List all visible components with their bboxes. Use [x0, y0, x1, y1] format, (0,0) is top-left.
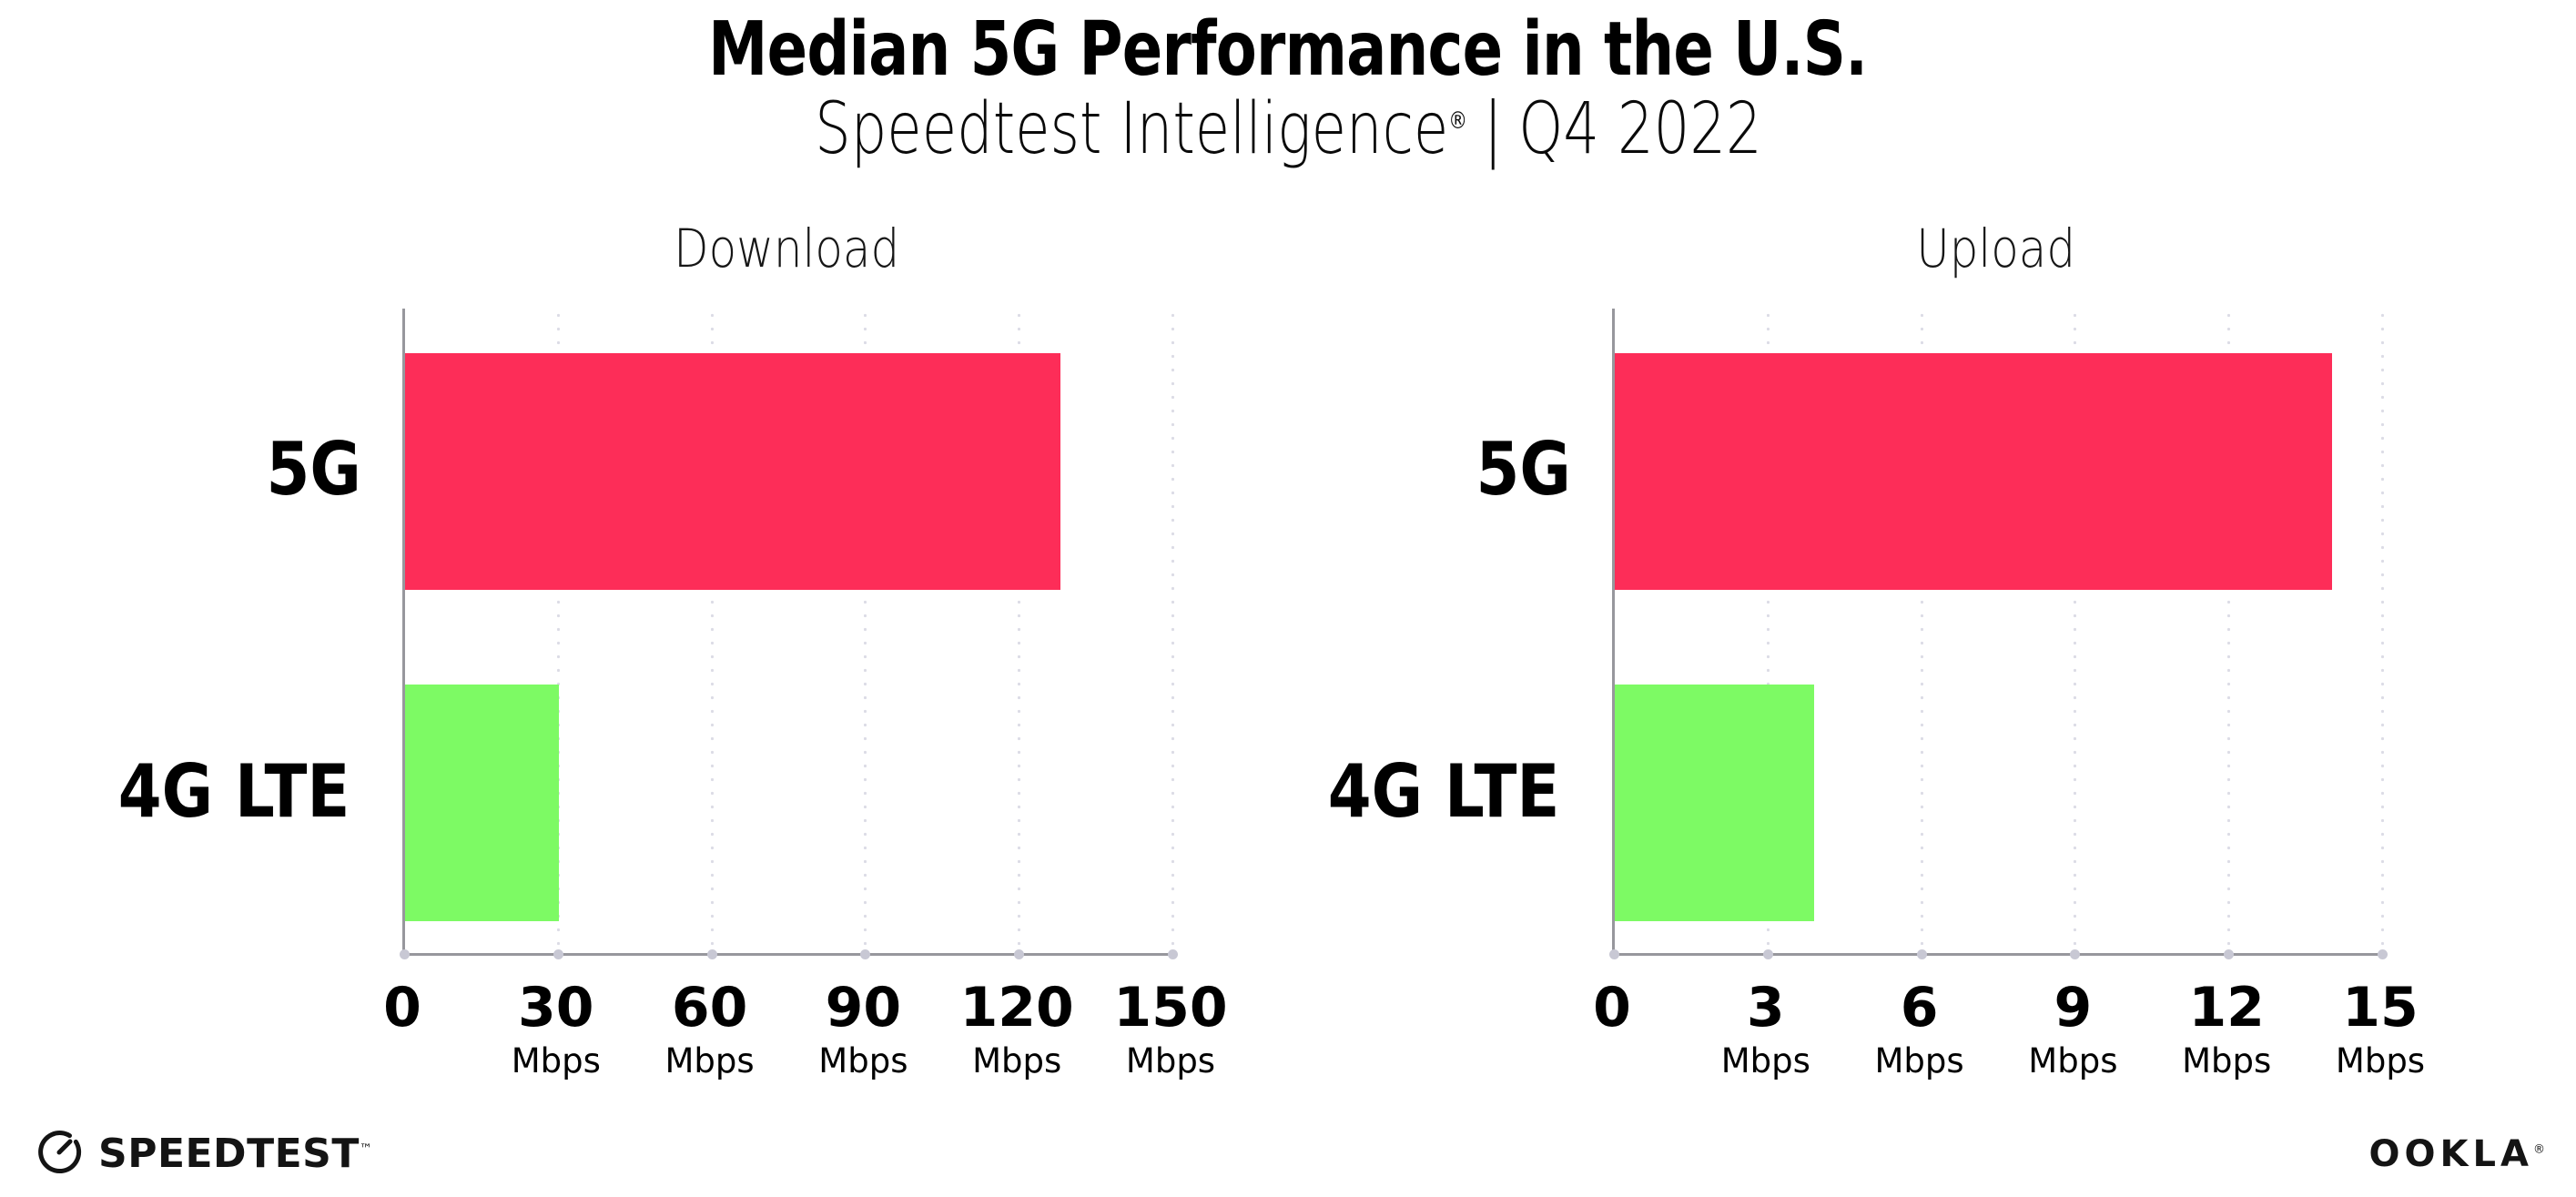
- axis-tick-dot: [1762, 949, 1773, 959]
- x-tick-value: 90: [825, 976, 902, 1040]
- subtitle-period: Q4 2022: [1517, 88, 1762, 171]
- category-label-text: 4G LTE: [1327, 749, 1560, 834]
- x-tick-unit: Mbps: [1874, 1041, 1964, 1080]
- gridline: [1171, 309, 1174, 953]
- page-title: Median 5G Performance in the U.S.: [708, 6, 1868, 93]
- axis-tick-dot: [1014, 949, 1025, 959]
- category-label-5g: 5G: [1210, 433, 1578, 506]
- bar-4g-lte: [405, 684, 559, 922]
- axis-tick-dot: [1916, 949, 1927, 959]
- chart-download: Download 5G 4G LTE 0 30 Mbps 60 Mbps 90 Mbps 120 Mb…: [0, 218, 1288, 1105]
- gridline: [1018, 309, 1021, 953]
- x-tick-value: 30: [518, 976, 594, 1040]
- gridline: [710, 309, 714, 953]
- x-tick-value: 0: [1593, 976, 1631, 1040]
- bar-5g: [405, 352, 1061, 590]
- ookla-wordmark: OOKLA: [2368, 1133, 2533, 1175]
- x-tick-12: 12 Mbps: [2182, 980, 2271, 1078]
- x-tick-9: 9 Mbps: [2028, 980, 2117, 1078]
- x-tick-value: 9: [2054, 976, 2093, 1040]
- ookla-logo: OOKLA®: [2369, 1136, 2545, 1172]
- x-tick-60: 60 Mbps: [665, 980, 755, 1078]
- x-tick-unit: Mbps: [1125, 1041, 1216, 1080]
- x-tick-value: 12: [2188, 976, 2265, 1040]
- x-tick-0: 0: [1593, 980, 1631, 1035]
- chart-title-text: Upload: [1916, 218, 2076, 279]
- subtitle-separator: |: [1483, 88, 1503, 171]
- x-tick-3: 3 Mbps: [1721, 980, 1810, 1078]
- x-tick-unit: Mbps: [818, 1041, 908, 1080]
- axis-tick-dot: [1168, 949, 1178, 959]
- x-tick-unit: Mbps: [972, 1041, 1062, 1080]
- x-tick-value: 0: [383, 976, 421, 1040]
- x-tick-value: 3: [1746, 976, 1785, 1040]
- x-tick-value: 120: [959, 976, 1074, 1040]
- plot-area: [400, 309, 1178, 959]
- gridline: [1920, 309, 1923, 953]
- registered-mark-icon: ®: [2533, 1142, 2545, 1157]
- axis-tick-dot: [2070, 949, 2081, 959]
- axis-tick-dot: [2378, 949, 2388, 959]
- category-label-4g-lte: 4G LTE: [0, 756, 369, 828]
- chart-title-text: Download: [674, 218, 899, 279]
- x-tick-30: 30 Mbps: [512, 980, 601, 1078]
- x-tick-0: 0: [383, 980, 421, 1035]
- x-tick-value: 60: [671, 976, 748, 1040]
- gridline: [556, 309, 560, 953]
- bar-5g: [1615, 352, 2332, 590]
- axis-tick-dot: [2224, 949, 2235, 959]
- bar-4g-lte: [1615, 684, 1815, 922]
- page-subtitle: Speedtest Intelligence® | Q4 2022: [0, 92, 2576, 167]
- x-tick-6: 6 Mbps: [1875, 980, 1964, 1078]
- x-tick-90: 90 Mbps: [818, 980, 908, 1078]
- speedtest-gauge-icon: [35, 1128, 84, 1181]
- x-tick-unit: Mbps: [1720, 1041, 1810, 1080]
- axis-tick-dot: [1609, 949, 1619, 959]
- subtitle-brand: Speedtest Intelligence: [814, 88, 1448, 171]
- axis-tick-dot: [400, 949, 410, 959]
- plot-area: [1609, 309, 2388, 959]
- chart-title: Download: [402, 218, 1171, 279]
- x-tick-unit: Mbps: [664, 1041, 755, 1080]
- axis-tick-dot: [860, 949, 871, 959]
- x-tick-unit: Mbps: [2182, 1041, 2272, 1080]
- category-label-text: 4G LTE: [117, 749, 350, 834]
- x-tick-value: 150: [1113, 976, 1228, 1040]
- x-axis: 0 3 Mbps 6 Mbps 9 Mbps 12 Mbps 15 Mbps: [1593, 953, 2425, 1103]
- x-tick-15: 15 Mbps: [2336, 980, 2425, 1078]
- registered-mark-icon: ®: [1447, 107, 1467, 136]
- x-tick-unit: Mbps: [2335, 1041, 2426, 1080]
- axis-tick-dot: [553, 949, 563, 959]
- chart-upload: Upload 5G 4G LTE 0 3 Mbps 6 Mbps 9 Mbps 12 Mbps 15 Mb…: [1210, 218, 2498, 1105]
- trademark-icon: ™: [359, 1141, 373, 1157]
- x-tick-unit: Mbps: [2028, 1041, 2118, 1080]
- x-tick-120: 120 Mbps: [960, 980, 1074, 1078]
- x-axis: 0 30 Mbps 60 Mbps 90 Mbps 120 Mbps 150 Mbps: [383, 953, 1228, 1103]
- y-axis-labels: 5G 4G LTE: [1210, 309, 1578, 953]
- category-label-4g-lte: 4G LTE: [1210, 756, 1578, 828]
- x-tick-value: 6: [1900, 976, 1939, 1040]
- header: Median 5G Performance in the U.S. Speedt…: [0, 0, 2576, 167]
- y-axis-labels: 5G 4G LTE: [0, 309, 369, 953]
- gridline: [2074, 309, 2077, 953]
- gridline: [2381, 309, 2384, 953]
- x-tick-unit: Mbps: [511, 1041, 601, 1080]
- axis-tick-dot: [706, 949, 717, 959]
- x-tick-150: 150 Mbps: [1113, 980, 1227, 1078]
- gridline: [864, 309, 867, 953]
- category-label-text: 5G: [1476, 427, 1571, 512]
- speedtest-logo: SPEEDTEST™: [35, 1129, 372, 1180]
- gridline: [1766, 309, 1770, 953]
- gridline: [2227, 309, 2231, 953]
- x-tick-value: 15: [2342, 976, 2419, 1040]
- category-label-text: 5G: [266, 427, 361, 512]
- category-label-5g: 5G: [0, 433, 369, 506]
- chart-title: Upload: [1612, 218, 2380, 279]
- speedtest-wordmark: SPEEDTEST™: [98, 1131, 373, 1177]
